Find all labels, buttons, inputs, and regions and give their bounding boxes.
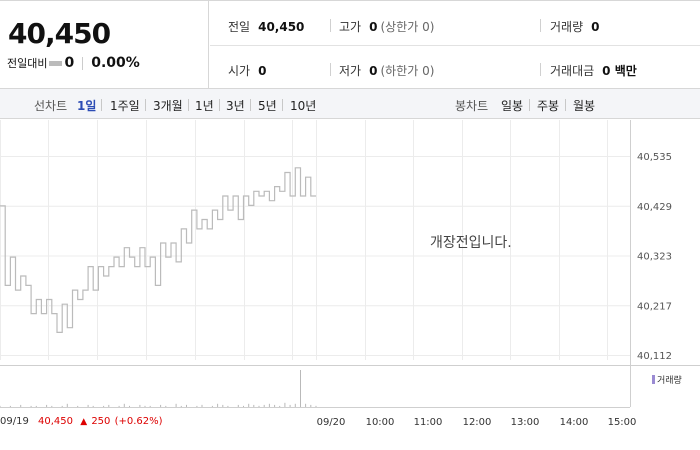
stat-label: 시가 [228, 64, 251, 78]
stat-value: 0 [369, 20, 378, 34]
prev-price: 40,450 [38, 416, 74, 427]
divider [145, 99, 146, 111]
x-tick-label: 13:00 [511, 417, 540, 428]
chart-period-tabs: 선차트 1일 1주일 3개월 1년 3년 5년 10년 봉차트 일봉 주봉 월봉 [0, 89, 700, 119]
stat-amount: 거래대금 0 백만 [550, 62, 637, 79]
y-tick-label: 40,323 [637, 252, 672, 263]
divider [529, 99, 530, 111]
stat-volume: 거래량 0 [550, 18, 599, 35]
change-percent: 0.00% [91, 55, 140, 71]
prev-date: 09/19 [0, 416, 29, 427]
stat-label: 고가 [339, 20, 362, 34]
x-tick-label: 10:00 [366, 417, 395, 428]
tab-1day[interactable]: 1일 [77, 99, 97, 113]
divider [101, 99, 102, 111]
y-tick-label: 40,429 [637, 202, 672, 213]
x-tick-label: 11:00 [414, 417, 443, 428]
divider [330, 63, 331, 76]
stat-value: 40,450 [258, 20, 305, 34]
volume-legend-label: 거래량 [657, 376, 682, 386]
price-series-line [0, 167, 316, 333]
stat-sub: (하한가 0) [380, 64, 435, 78]
tab-1year[interactable]: 1년 [195, 99, 214, 113]
divider [188, 99, 189, 111]
prev-change-percent: (+0.62%) [114, 416, 163, 427]
volume-legend: 거래량 [652, 373, 682, 386]
price-box: 40,450 전일대비 0 0.00% [0, 1, 209, 89]
y-tick-label: 40,535 [637, 152, 672, 163]
tab-5year[interactable]: 5년 [258, 99, 277, 113]
divider [219, 99, 220, 111]
tab-monthly-candle[interactable]: 월봉 [573, 99, 596, 113]
stat-open: 시가 0 [228, 62, 266, 79]
tab-10year[interactable]: 10년 [290, 99, 317, 113]
stat-label: 전일 [228, 20, 251, 34]
line-chart-label: 선차트 [34, 99, 68, 113]
x-tick-label: 09/20 [317, 417, 346, 428]
up-triangle-icon: ▲ [80, 417, 88, 427]
stat-value: 0 [369, 64, 378, 78]
stat-prev-close: 전일 40,450 [228, 18, 304, 35]
stat-label: 거래대금 [550, 64, 595, 78]
quote-panel: 40,450 전일대비 0 0.00% 전일 40,450 고가 0 (상한가 0) … [0, 0, 700, 89]
flat-change-icon [49, 60, 63, 66]
stat-value: 0 [591, 20, 600, 34]
divider [82, 56, 84, 70]
change-label: 전일대비 [7, 57, 48, 70]
divider [565, 99, 566, 111]
prev-change: 250 [91, 416, 111, 427]
divider [282, 99, 283, 111]
pre-market-notice: 개장전입니다. [430, 235, 512, 251]
tab-3month[interactable]: 3개월 [153, 99, 183, 113]
divider [330, 19, 331, 32]
stat-value: 0 백만 [602, 64, 637, 78]
tab-daily-candle[interactable]: 일봉 [501, 99, 524, 113]
divider [540, 19, 541, 32]
x-tick-label: 12:00 [463, 417, 492, 428]
tab-3year[interactable]: 3년 [226, 99, 245, 113]
tab-1week[interactable]: 1주일 [110, 99, 140, 113]
stat-sub: (상한가 0) [380, 20, 435, 34]
current-price: 40,450 [8, 17, 111, 50]
stat-label: 거래량 [550, 20, 584, 34]
stat-low: 저가 0 (하한가 0) [339, 62, 434, 79]
previous-day-summary: 09/19 40,450 ▲ 250 (+0.62%) [0, 416, 163, 427]
divider [540, 63, 541, 76]
volume-swatch-icon [652, 375, 655, 384]
y-tick-label: 40,112 [637, 351, 672, 362]
x-tick-label: 15:00 [608, 417, 637, 428]
change-row: 전일대비 0 0.00% [7, 55, 140, 71]
y-tick-label: 40,217 [637, 301, 672, 312]
change-value: 0 [64, 55, 75, 71]
tab-weekly-candle[interactable]: 주봉 [537, 99, 560, 113]
stat-label: 저가 [339, 64, 362, 78]
candle-chart-label: 봉차트 [455, 99, 489, 113]
stat-value: 0 [258, 64, 267, 78]
divider [210, 45, 700, 46]
divider [250, 99, 251, 111]
stat-high: 고가 0 (상한가 0) [339, 18, 434, 35]
x-tick-label: 14:00 [560, 417, 589, 428]
